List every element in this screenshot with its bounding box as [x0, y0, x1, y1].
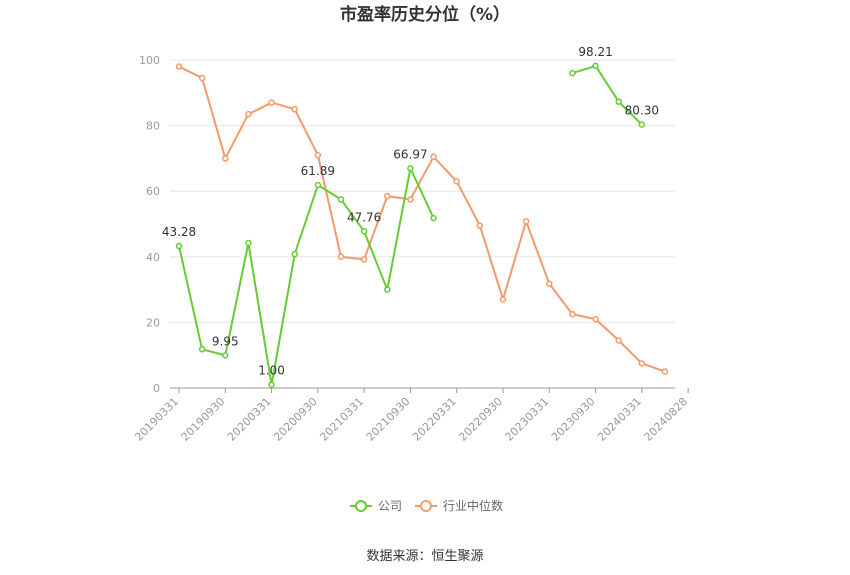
y-tick-label: 20 [146, 316, 160, 329]
data-label: 80.30 [625, 104, 659, 118]
series-1-point[interactable] [453, 178, 460, 185]
y-tick-label: 0 [153, 382, 160, 395]
data-label: 43.28 [162, 225, 196, 239]
x-tick-label: 20240828 [641, 395, 690, 444]
data-label: 98.21 [578, 45, 612, 59]
series-1-point[interactable] [476, 222, 484, 229]
axes [170, 387, 689, 393]
series-0-point[interactable] [314, 181, 322, 189]
grid-lines [170, 59, 675, 323]
series-0-point[interactable] [569, 69, 576, 77]
series-1-point[interactable] [546, 280, 553, 287]
series-1-point[interactable] [268, 99, 275, 106]
series-1-point[interactable] [569, 310, 576, 318]
data-label: 9.95 [212, 334, 239, 348]
series-1-point[interactable] [245, 110, 252, 118]
y-tick-label: 40 [146, 251, 160, 264]
data-label: 66.97 [393, 147, 427, 161]
x-tick-label: 20200930 [271, 395, 320, 444]
series-0-point[interactable] [592, 62, 599, 70]
series-points [175, 62, 669, 388]
series-0-point[interactable] [638, 121, 646, 128]
series-0-point[interactable] [615, 98, 622, 105]
legend-label: 公司 [378, 499, 402, 513]
y-tick-labels: 0 20 40 60 80 100 [139, 54, 160, 395]
series-1-point[interactable] [522, 218, 530, 225]
series-0-point[interactable] [222, 352, 229, 359]
data-label: 61.89 [301, 164, 335, 178]
x-tick-label: 20200331 [225, 395, 274, 444]
legend-label: 行业中位数 [443, 498, 503, 513]
series-1-point[interactable] [337, 253, 345, 261]
series-1-point[interactable] [638, 360, 646, 367]
y-tick-label: 100 [139, 54, 160, 67]
legend-item-1[interactable]: 行业中位数 [415, 498, 503, 513]
data-labels: 43.28 9.95 1.00 61.89 47.76 66.97 98.21 80.30 [162, 45, 659, 378]
series-0-point[interactable] [245, 239, 252, 247]
x-tick-label: 20240331 [595, 395, 644, 444]
x-tick-label: 20210930 [364, 395, 413, 444]
series-1-point[interactable] [592, 315, 599, 323]
x-tick-label: 20210331 [317, 395, 366, 444]
data-label: 1.00 [258, 364, 285, 378]
series-1-point[interactable] [384, 192, 391, 200]
series-1-point[interactable] [360, 256, 368, 263]
x-tick-labels: 2019033120190930202003312020093020210331… [132, 395, 690, 444]
series-1-point[interactable] [499, 296, 507, 303]
series-line-0 [178, 64, 643, 385]
series-1-point[interactable] [222, 155, 229, 162]
x-tick-label: 20230331 [503, 395, 552, 444]
data-label: 47.76 [347, 210, 381, 224]
series-lines [178, 64, 666, 385]
series-0-point[interactable] [268, 381, 275, 388]
series-1-point[interactable] [314, 151, 322, 159]
series-0-point[interactable] [407, 165, 414, 172]
x-tick-label: 20220930 [456, 395, 505, 444]
series-0-point[interactable] [360, 228, 368, 235]
series-0-point[interactable] [175, 242, 183, 250]
series-0-point[interactable] [337, 196, 345, 203]
x-tick-label: 20220331 [410, 395, 459, 444]
y-tick-label: 80 [146, 120, 160, 133]
series-1-point[interactable] [615, 337, 622, 344]
chart-title: 市盈率历史分位（%） [340, 4, 510, 25]
series-1-point[interactable] [291, 105, 298, 113]
series-line-1 [178, 65, 666, 373]
x-tick-label: 20230930 [549, 395, 598, 444]
x-tick-label: 20190930 [179, 395, 228, 444]
legend-item-0[interactable]: 公司 [350, 499, 402, 513]
series-0-point[interactable] [198, 346, 206, 353]
legend-swatch-marker [420, 500, 432, 512]
series-0-point[interactable] [291, 250, 298, 258]
source-note: 数据来源：恒生聚源 [366, 549, 483, 564]
legend[interactable]: 公司 行业中位数 [350, 498, 503, 513]
series-1-point[interactable] [198, 74, 206, 82]
y-tick-label: 60 [146, 185, 160, 198]
x-tick-label: 20190331 [132, 395, 181, 444]
series-0-point[interactable] [384, 286, 391, 293]
series-1-point[interactable] [661, 368, 669, 375]
series-1-point[interactable] [175, 63, 183, 70]
series-1-point[interactable] [430, 153, 437, 161]
series-0-point[interactable] [430, 214, 437, 222]
legend-swatch-marker [355, 500, 367, 512]
series-1-point[interactable] [407, 196, 414, 203]
